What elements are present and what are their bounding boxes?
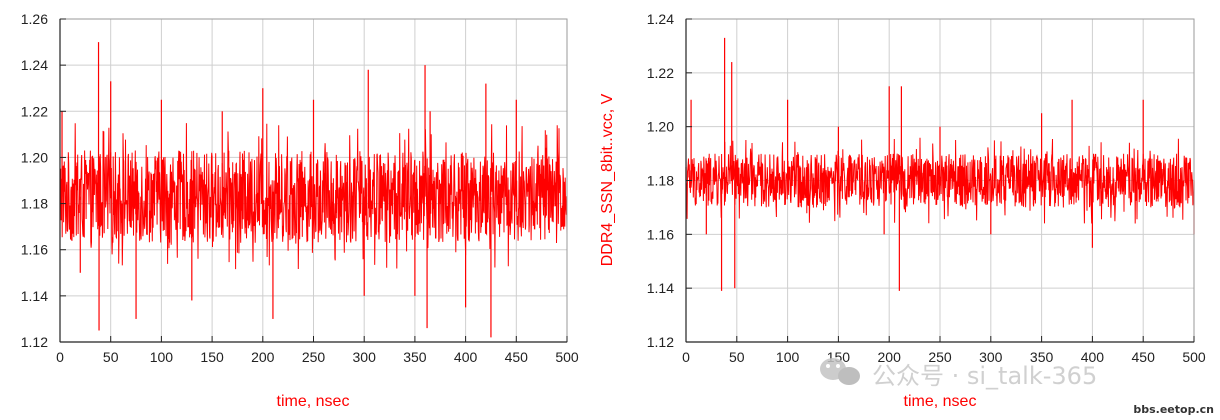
x-tick-label: 350 xyxy=(1030,349,1054,365)
wechat-bubble-icon xyxy=(820,358,860,385)
x-tick-label: 50 xyxy=(103,349,119,365)
left-x-axis-title: time, nsec xyxy=(277,393,350,410)
x-tick-label: 500 xyxy=(1182,349,1206,365)
y-tick-label: 1.22 xyxy=(21,103,48,119)
watermark-text: 公众号 · si_talk-365 xyxy=(872,362,1097,390)
x-tick-label: 500 xyxy=(555,349,579,365)
x-tick-label: 450 xyxy=(1132,349,1156,365)
y-tick-label: 1.22 xyxy=(647,65,674,81)
x-tick-label: 250 xyxy=(302,349,326,365)
y-tick-label: 1.18 xyxy=(21,196,48,212)
y-tick-label: 1.18 xyxy=(647,173,674,189)
right-y-axis-title: DDR4_SSN_8bit..vcc, V xyxy=(599,93,616,266)
x-tick-label: 200 xyxy=(878,349,902,365)
right-chart: 0 50 100 150 200 250 300 350 400 450 5001.121.141.… xyxy=(647,11,1206,365)
y-tick-label: 1.16 xyxy=(647,226,674,242)
x-tick-label: 300 xyxy=(979,349,1003,365)
x-tick-label: 450 xyxy=(505,349,529,365)
x-tick-label: 400 xyxy=(1081,349,1105,365)
y-tick-label: 1.20 xyxy=(21,149,48,165)
y-tick-label: 1.14 xyxy=(647,280,674,296)
x-tick-label: 300 xyxy=(353,349,377,365)
x-tick-label: 100 xyxy=(776,349,800,365)
y-tick-label: 1.24 xyxy=(647,11,674,27)
y-tick-label: 1.26 xyxy=(21,11,48,27)
y-tick-label: 1.16 xyxy=(21,242,48,258)
x-tick-label: 250 xyxy=(928,349,952,365)
x-tick-label: 0 xyxy=(682,349,690,365)
y-tick-label: 1.12 xyxy=(647,334,674,350)
x-tick-label: 0 xyxy=(56,349,64,365)
x-tick-label: 200 xyxy=(251,349,275,365)
x-tick-label: 150 xyxy=(200,349,224,365)
y-tick-label: 1.12 xyxy=(21,334,48,350)
x-tick-label: 400 xyxy=(454,349,478,365)
x-tick-label: 50 xyxy=(729,349,745,365)
left-chart: 0 50 100 150 200 250 300 350 400 450 500 1.12 1.14 1.… xyxy=(21,11,579,365)
x-tick-label: 100 xyxy=(150,349,174,365)
footer-site-label: bbs.eetop.cn xyxy=(1133,403,1214,416)
watermark: 公众号 · si_talk-365 xyxy=(820,358,1097,390)
y-tick-label: 1.24 xyxy=(21,57,48,73)
right-x-axis-title: time, nsec xyxy=(904,393,977,410)
y-tick-label: 1.14 xyxy=(21,288,48,304)
x-tick-label: 350 xyxy=(403,349,427,365)
y-tick-label: 1.20 xyxy=(647,119,674,135)
